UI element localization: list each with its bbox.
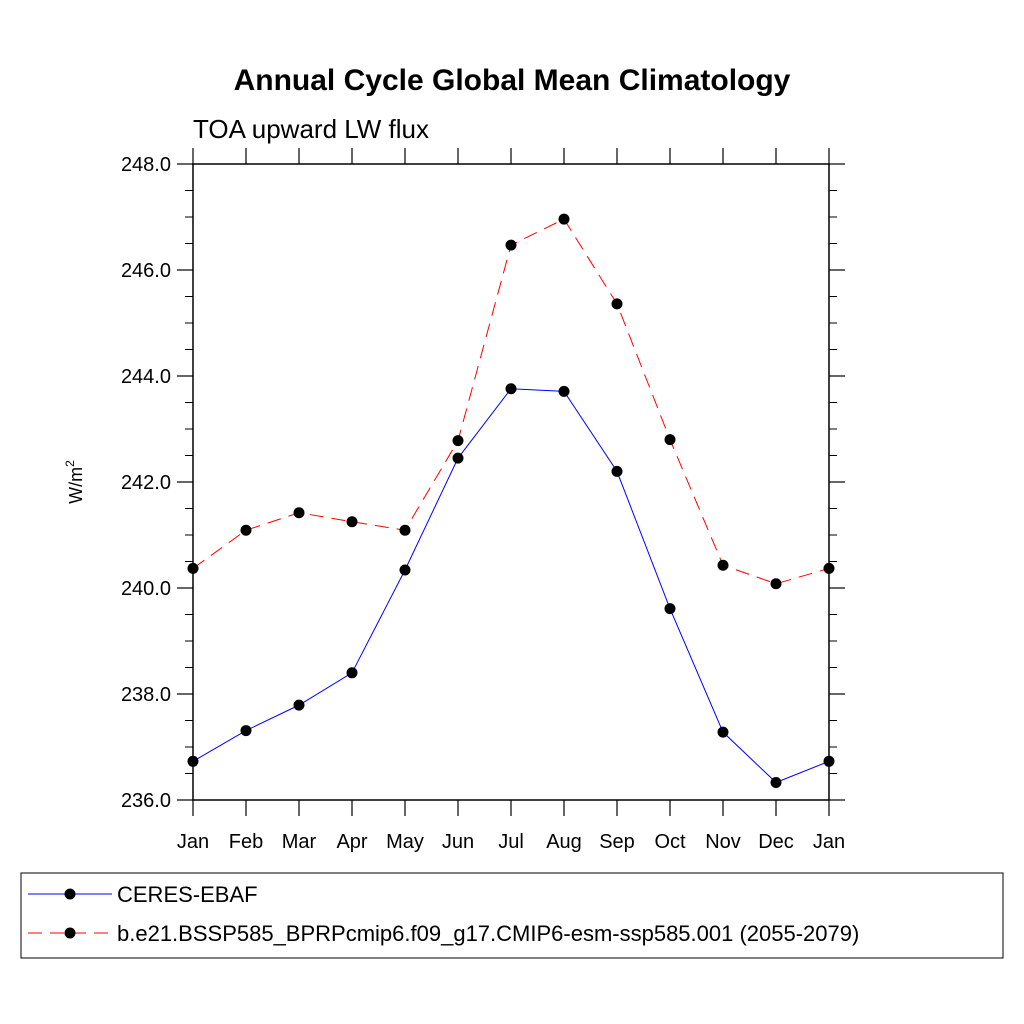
- data-point: [452, 435, 464, 447]
- data-point: [558, 385, 570, 397]
- x-tick-label: Jan: [813, 831, 845, 853]
- data-point: [611, 465, 623, 477]
- x-tick-label: Sep: [599, 831, 635, 853]
- y-ticks: 236.0 238.0 240.0 242.0 244.0 246.0 248.0: [121, 154, 845, 812]
- y-tick-label: 242.0: [121, 472, 171, 494]
- data-point: [717, 726, 729, 738]
- chart-subtitle: TOA upward LW flux: [193, 114, 429, 144]
- data-point: [717, 559, 729, 571]
- x-ticks: Jan Feb Mar Apr May Jun Jul Aug Sep Oct Nov Dec Jan: [177, 148, 845, 853]
- series-1: [187, 383, 835, 789]
- data-point: [505, 239, 517, 251]
- legend-item: b.e21.BSSP585_BPRPcmip6.f09_g17.CMIP6-es…: [28, 921, 859, 946]
- y-tick-label: 248.0: [121, 154, 171, 176]
- data-point: [505, 383, 517, 395]
- x-tick-label: Jun: [442, 831, 474, 853]
- x-tick-label: Feb: [229, 831, 263, 853]
- x-tick-label: Jan: [177, 831, 209, 853]
- data-point: [611, 298, 623, 310]
- data-point: [293, 507, 305, 519]
- x-tick-label: Nov: [705, 831, 741, 853]
- data-point: [558, 213, 570, 225]
- chart-title: Annual Cycle Global Mean Climatology: [234, 64, 791, 97]
- data-point: [770, 777, 782, 789]
- legend: CERES-EBAF b.e21.BSSP585_BPRPcmip6.f09_g1…: [20, 872, 1004, 959]
- legend-marker: [64, 888, 76, 900]
- data-point: [399, 564, 411, 576]
- x-tick-label: Dec: [758, 831, 794, 853]
- data-point: [187, 562, 199, 574]
- plot-frame: [192, 163, 830, 801]
- y-axis-label: W/m2: [63, 460, 86, 504]
- data-point: [770, 578, 782, 590]
- data-point: [346, 516, 358, 528]
- x-tick-label: Jul: [498, 831, 524, 853]
- legend-label: b.e21.BSSP585_BPRPcmip6.f09_g17.CMIP6-es…: [117, 921, 859, 946]
- y-tick-label: 246.0: [121, 260, 171, 282]
- data-point: [664, 434, 676, 446]
- data-point: [664, 603, 676, 615]
- data-point: [240, 725, 252, 737]
- legend-box: [20, 872, 1004, 959]
- x-tick-label: Apr: [336, 831, 367, 853]
- legend-marker: [64, 927, 76, 939]
- y-tick-label: 244.0: [121, 366, 171, 388]
- data-point: [399, 524, 411, 536]
- y-axis-label-superscript: 2: [63, 460, 77, 467]
- legend-label: CERES-EBAF: [117, 882, 258, 907]
- series-layer: [187, 213, 835, 789]
- y-axis-label-text: W/m: [66, 467, 86, 504]
- data-point: [346, 667, 358, 679]
- series-2: [187, 213, 835, 590]
- data-point: [240, 524, 252, 536]
- y-tick-label: 240.0: [121, 578, 171, 600]
- data-point: [823, 755, 835, 767]
- svg-text:W/m2: W/m2: [63, 460, 86, 504]
- data-point: [293, 699, 305, 711]
- data-point: [187, 755, 199, 767]
- data-point: [823, 562, 835, 574]
- legend-items: CERES-EBAF b.e21.BSSP585_BPRPcmip6.f09_g1…: [28, 882, 859, 946]
- y-tick-label: 236.0: [121, 790, 171, 812]
- x-tick-label: Aug: [546, 831, 582, 853]
- y-tick-label: 238.0: [121, 684, 171, 706]
- legend-item: CERES-EBAF: [28, 882, 258, 907]
- series-line: [192, 388, 830, 784]
- x-tick-label: Oct: [654, 831, 686, 853]
- series-line: [192, 218, 830, 585]
- x-tick-label: Mar: [282, 831, 317, 853]
- data-point: [452, 452, 464, 464]
- x-tick-label: May: [386, 831, 424, 853]
